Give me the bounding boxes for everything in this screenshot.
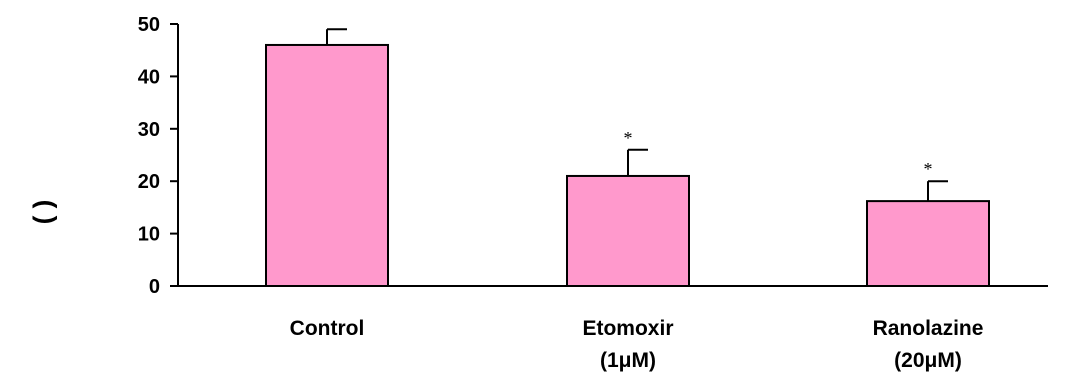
bars: ** bbox=[265, 28, 990, 288]
y-tick-label: 30 bbox=[138, 119, 160, 141]
y-axis-label: ( ) bbox=[32, 200, 62, 225]
y-tick-label: 0 bbox=[149, 276, 160, 298]
bar bbox=[566, 174, 690, 288]
x-tick-label: Control bbox=[290, 317, 365, 340]
significance-marker: * bbox=[924, 159, 933, 179]
x-tick-label: (1μM) bbox=[600, 349, 656, 372]
significance-marker: * bbox=[624, 128, 633, 148]
y-tick-label: 50 bbox=[138, 14, 160, 36]
bar bbox=[866, 200, 990, 287]
y-tick-label: 20 bbox=[138, 171, 160, 193]
y-axis: 0 10 20 30 40 50 bbox=[138, 14, 179, 298]
y-tick-label: 10 bbox=[138, 224, 160, 246]
x-tick-label: Ranolazine bbox=[873, 317, 984, 340]
x-tick-label: (20μM) bbox=[894, 349, 962, 372]
x-tick-label: Etomoxir bbox=[582, 317, 673, 340]
bar bbox=[265, 43, 389, 287]
x-axis: Control Etomoxir (1μM) Ranolazine (20μM) bbox=[178, 285, 1048, 372]
y-tick-label: 40 bbox=[138, 66, 160, 88]
